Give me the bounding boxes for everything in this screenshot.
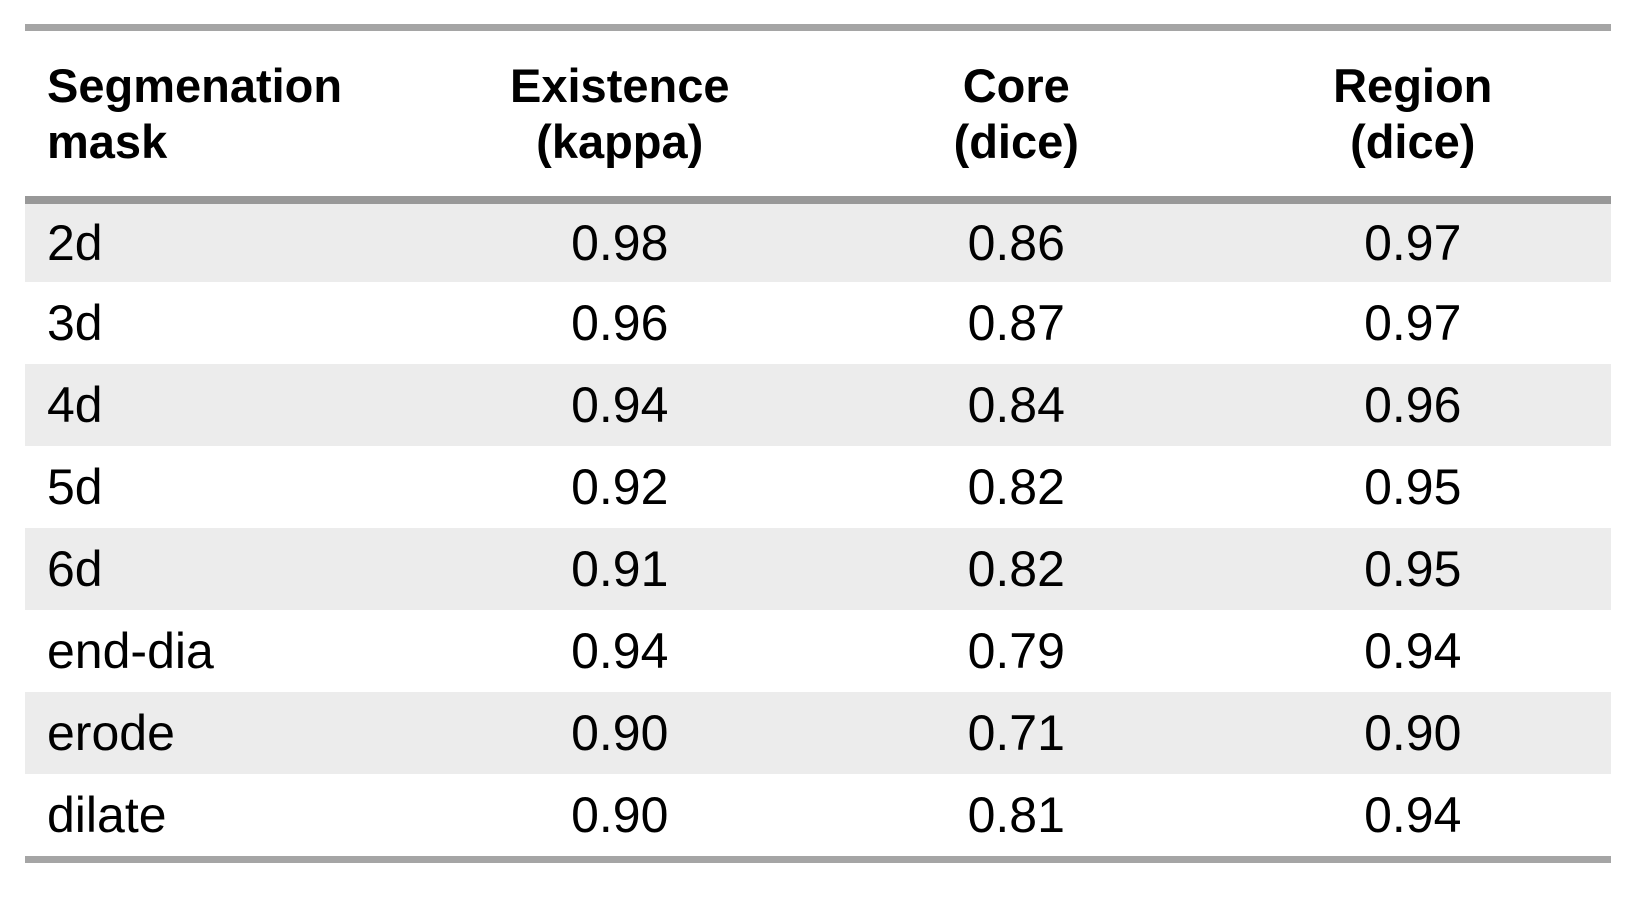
table-body: 2d 0.98 0.86 0.97 3d 0.96 0.87 0.97 4d 0…: [25, 200, 1611, 856]
table-row-3d: 3d 0.96 0.87 0.97: [25, 282, 1611, 364]
cell-existence: 0.90: [571, 787, 669, 843]
cell-region: 0.90: [1364, 705, 1462, 761]
table-row-erode: erode 0.90 0.71 0.90: [25, 692, 1611, 774]
column-header-region-dice: Region (dice): [1214, 31, 1611, 204]
cell-region: 0.94: [1364, 787, 1462, 843]
cell-existence: 0.90: [571, 705, 669, 761]
cell-core: 0.71: [967, 705, 1065, 761]
table-row-5d: 5d 0.92 0.82 0.95: [25, 446, 1611, 528]
cell-existence: 0.92: [571, 459, 669, 515]
cell-existence: 0.94: [571, 623, 669, 679]
segmentation-results-table: Segmenation mask Existence (kappa) Core …: [25, 31, 1611, 856]
table-row-4d: 4d 0.94 0.84 0.96: [25, 364, 1611, 446]
cell-core: 0.81: [967, 787, 1065, 843]
column-header-core-dice: Core (dice): [818, 31, 1215, 204]
cell-core: 0.87: [967, 295, 1065, 351]
table-row-2d: 2d 0.98 0.86 0.97: [25, 200, 1611, 282]
cell-existence: 0.96: [571, 295, 669, 351]
cell-existence: 0.94: [571, 377, 669, 433]
cell-mask: 3d: [47, 295, 103, 351]
cell-core: 0.86: [967, 215, 1065, 271]
cell-mask: 2d: [47, 215, 103, 271]
cell-mask: end-dia: [47, 623, 214, 679]
cell-region: 0.94: [1364, 623, 1462, 679]
cell-core: 0.82: [967, 459, 1065, 515]
cell-core: 0.82: [967, 541, 1065, 597]
top-rule: [25, 24, 1611, 31]
results-table-container: Segmenation mask Existence (kappa) Core …: [25, 24, 1611, 863]
table-header: Segmenation mask Existence (kappa) Core …: [25, 31, 1611, 204]
header-row: Segmenation mask Existence (kappa) Core …: [25, 31, 1611, 204]
cell-mask: 5d: [47, 459, 103, 515]
column-header-segmentation-mask: Segmenation mask: [25, 31, 422, 204]
cell-existence: 0.98: [571, 215, 669, 271]
column-header-existence-kappa: Existence (kappa): [421, 31, 818, 204]
cell-region: 0.95: [1364, 459, 1462, 515]
cell-mask: 6d: [47, 541, 103, 597]
cell-region: 0.95: [1364, 541, 1462, 597]
table-row-end-dia: end-dia 0.94 0.79 0.94: [25, 610, 1611, 692]
cell-core: 0.79: [967, 623, 1065, 679]
cell-region: 0.96: [1364, 377, 1462, 433]
cell-mask: 4d: [47, 377, 103, 433]
bottom-rule: [25, 856, 1611, 863]
cell-core: 0.84: [967, 377, 1065, 433]
cell-mask: erode: [47, 705, 175, 761]
cell-region: 0.97: [1364, 295, 1462, 351]
cell-mask: dilate: [47, 787, 167, 843]
cell-existence: 0.91: [571, 541, 669, 597]
cell-region: 0.97: [1364, 215, 1462, 271]
table-row-6d: 6d 0.91 0.82 0.95: [25, 528, 1611, 610]
table-row-dilate: dilate 0.90 0.81 0.94: [25, 774, 1611, 856]
